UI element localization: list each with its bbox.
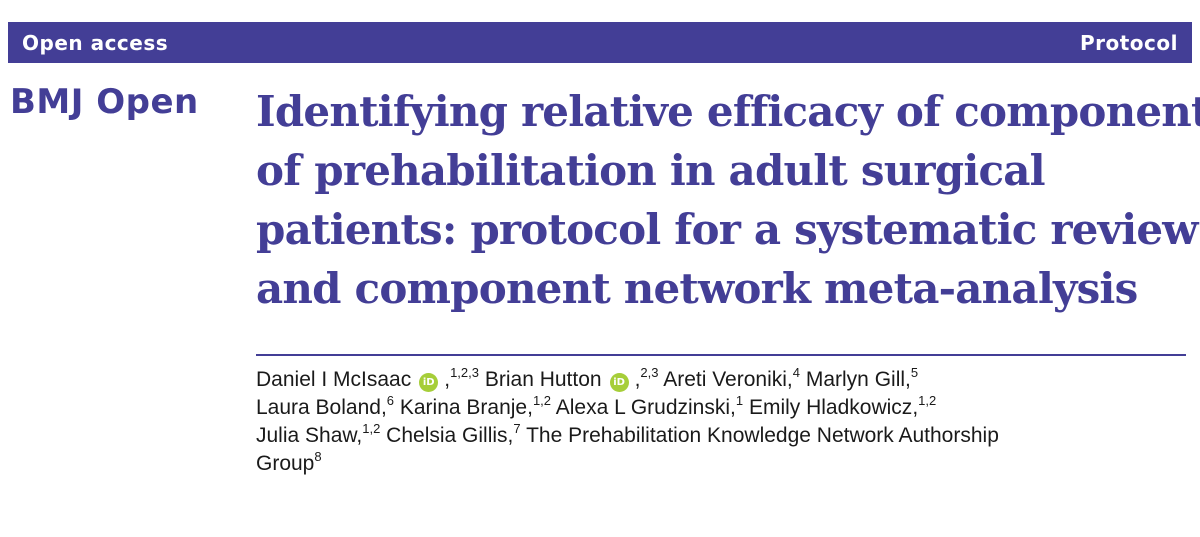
author-affiliation: 1,2 — [362, 421, 381, 436]
author-line: Group8 — [256, 450, 1186, 478]
author-line: Daniel I McIsaac iD ,1,2,3 Brian Hutton iD,… — [256, 365, 919, 392]
author-name[interactable]: Karina Branje — [399, 396, 528, 419]
journal-name: BMJ Open — [10, 82, 199, 122]
author-name[interactable]: The Prehabilitation Knowledge Network Au… — [526, 424, 999, 447]
author-list: Daniel I McIsaac iD ,1,2,3 Brian Hutton iD,… — [256, 366, 1186, 478]
author-affiliation: 5 — [910, 365, 919, 380]
author-name[interactable]: Areti Veroniki — [663, 368, 787, 391]
orcid-icon[interactable]: iD — [609, 373, 629, 392]
author-affiliation: 1,2 — [918, 393, 937, 408]
title-divider — [256, 354, 1186, 356]
author-name[interactable]: Marlyn Gill — [805, 368, 906, 391]
author-affiliation: 1,2,3 — [450, 365, 479, 380]
article-type-label: Protocol — [1079, 30, 1178, 55]
author-name[interactable]: Alexa L Grudzinski — [555, 396, 731, 419]
article-title: Identifying relative efficacy of compone… — [256, 82, 1200, 318]
author-name[interactable]: Julia Shaw — [256, 424, 357, 447]
author-name[interactable]: Laura Boland — [256, 396, 381, 419]
author-name[interactable]: Group — [256, 452, 315, 475]
author-name[interactable]: Chelsia Gillis — [386, 424, 508, 447]
title-line: of prehabilitation in adult surgical — [256, 146, 1046, 195]
header-bar: Open access Protocol — [8, 22, 1192, 63]
open-access-label: Open access — [22, 30, 169, 55]
author-name[interactable]: Daniel I McIsaac — [256, 368, 412, 391]
orcid-icon[interactable]: iD — [419, 373, 439, 392]
author-affiliation: 4 — [792, 365, 800, 380]
author-line: Laura Boland,6 Karina Branje,1,2 Alexa L… — [256, 393, 937, 419]
author-affiliation: 1,2 — [532, 393, 552, 408]
author-affiliation: 7 — [513, 421, 521, 436]
author-name[interactable]: Emily Hladkowicz — [748, 396, 913, 419]
author-affiliation: 2,3 — [640, 365, 659, 380]
author-name[interactable]: Brian Hutton — [484, 368, 602, 391]
title-line: and component network meta-analysis — [256, 264, 1138, 313]
author-affiliation: 8 — [314, 449, 322, 464]
author-line: Julia Shaw,1,2 Chelsia Gillis,7 The Preh… — [256, 421, 999, 447]
author-affiliation: 1 — [735, 393, 744, 408]
title-line: patients: protocol for a systematic revi… — [256, 205, 1198, 254]
title-line: Identifying relative efficacy of compone… — [256, 87, 1200, 136]
author-affiliation: 6 — [386, 393, 395, 408]
